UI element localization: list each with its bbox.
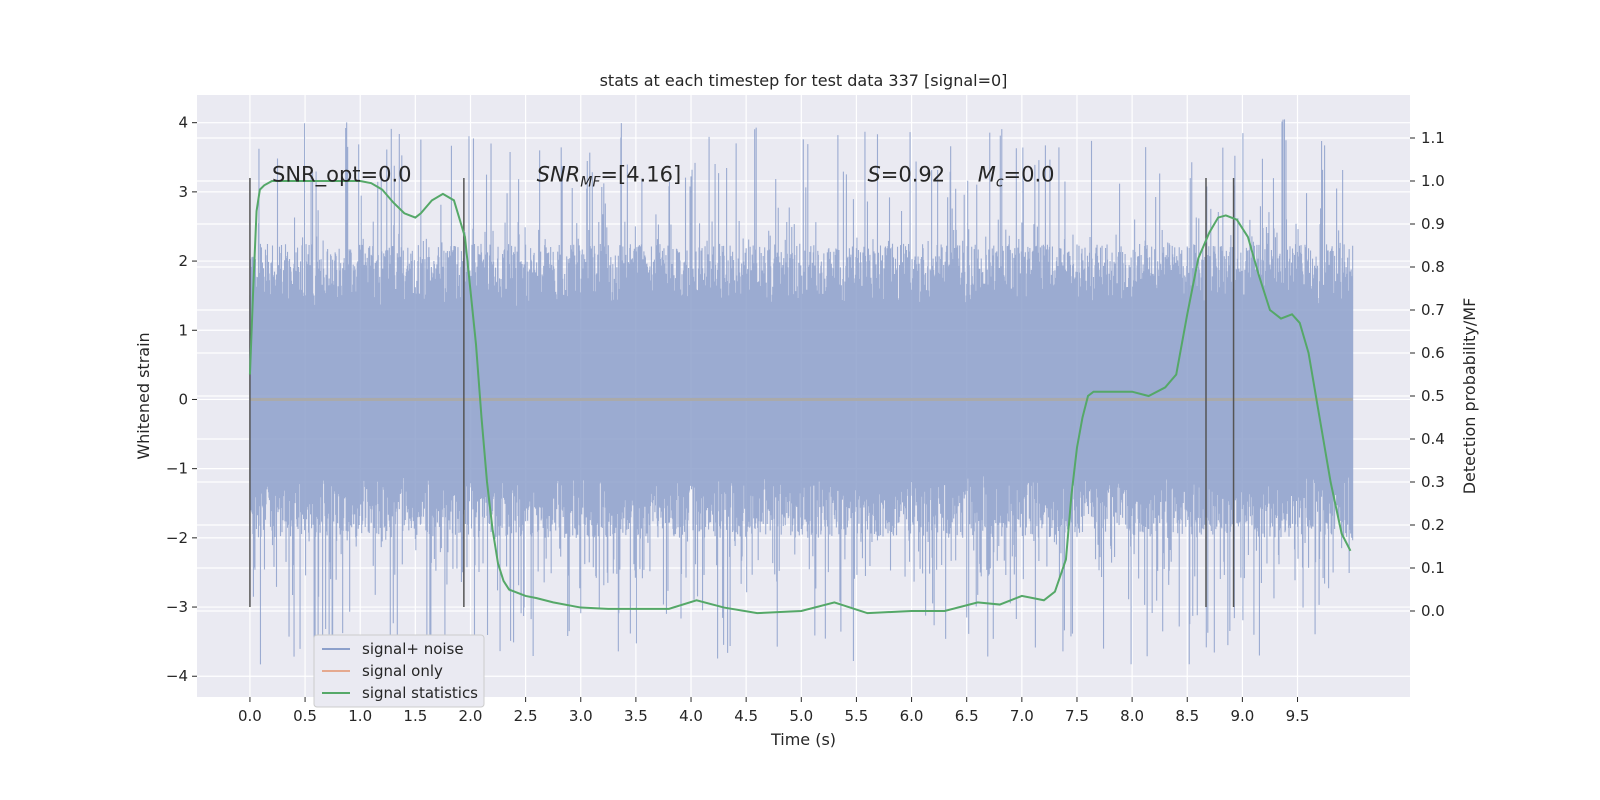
- legend-entry-signal-only: signal only: [362, 662, 443, 680]
- legend: signal+ noise signal only signal statist…: [313, 634, 485, 708]
- vertical-markers: [249, 178, 1235, 608]
- x-tick-label: 8.0: [1120, 707, 1144, 725]
- x-tick-label: 5.5: [845, 707, 869, 725]
- x-tick-label: 1.5: [403, 707, 427, 725]
- y-tick-label: −3: [166, 598, 188, 616]
- x-tick-label: 2.5: [514, 707, 538, 725]
- x-tick-label: 6.5: [955, 707, 979, 725]
- x-tick-label: 9.0: [1230, 707, 1254, 725]
- y-tick-label: −2: [166, 529, 188, 547]
- y2-tick-label: 0.4: [1421, 430, 1445, 448]
- y2-tick-label: 0.2: [1421, 516, 1445, 534]
- x-tick-label: 7.0: [1010, 707, 1034, 725]
- annotation-3: Mc=0.0: [978, 162, 1055, 190]
- legend-box: [313, 634, 485, 708]
- series-signal-statistics: [248, 180, 1352, 615]
- legend-entry-signal-statistics: signal statistics: [362, 684, 478, 702]
- y-tick-label: 4: [178, 114, 188, 132]
- y-tick-label: 0: [178, 390, 188, 408]
- x-tick-label: 7.5: [1065, 707, 1089, 725]
- y2-tick-label: 0.1: [1421, 559, 1445, 577]
- y2-tick-label: 0.9: [1421, 215, 1445, 233]
- y2-axis-label: Detection probability/MF: [1460, 298, 1479, 495]
- x-tick-label: 9.5: [1286, 707, 1310, 725]
- y-tick-label: 3: [178, 183, 188, 201]
- annotation-0: SNR_opt=0.0: [272, 162, 412, 187]
- y-axis-ticks: −4 −3 −2 −1 0 1 2 3 4: [166, 114, 197, 685]
- x-tick-label: 1.0: [348, 707, 372, 725]
- x-axis-label: Time (s): [770, 730, 836, 749]
- annotation-2: S=0.92: [867, 162, 945, 186]
- x-tick-label: 4.0: [679, 707, 703, 725]
- x-tick-label: 2.0: [459, 707, 483, 725]
- y-axis-label: Whitened strain: [134, 332, 153, 459]
- y2-tick-label: 1.1: [1421, 129, 1445, 147]
- y2-tick-label: 0.0: [1421, 602, 1445, 620]
- x-tick-label: 5.0: [789, 707, 813, 725]
- x-tick-label: 4.5: [734, 707, 758, 725]
- x-tick-label: 3.0: [569, 707, 593, 725]
- y2-tick-label: 0.5: [1421, 387, 1445, 405]
- y2-tick-label: 1.0: [1421, 172, 1445, 190]
- annotations: SNR_opt=0.0 SNRMF=[4.16] S=0.92 Mc=0.0: [272, 162, 1055, 190]
- legend-entry-signal-noise: signal+ noise: [362, 640, 464, 658]
- chart-title: stats at each timestep for test data 337…: [600, 71, 1008, 90]
- annotation-1: SNRMF=[4.16]: [537, 162, 682, 190]
- y2-axis-ticks: 0.0 0.1 0.2 0.3 0.4 0.5 0.6 0.7 0.8 0.9 1.0 1.1: [1410, 129, 1445, 620]
- y-tick-label: −4: [166, 667, 188, 685]
- x-tick-label: 0.5: [293, 707, 317, 725]
- x-tick-label: 3.5: [624, 707, 648, 725]
- y2-tick-label: 0.6: [1421, 344, 1445, 362]
- y-tick-label: 2: [178, 252, 188, 270]
- x-tick-label: 0.0: [238, 707, 262, 725]
- x-tick-label: 8.5: [1175, 707, 1199, 725]
- signal-statistics-line: [248, 180, 1352, 615]
- y2-tick-label: 0.7: [1421, 301, 1445, 319]
- x-axis-ticks: 0.0 0.5 1.0 1.5 2.0 2.5 3.0 3.5 4.0 4.5 5.0 5.5 6.0 6…: [238, 697, 1309, 725]
- y2-tick-label: 0.3: [1421, 473, 1445, 491]
- x-tick-label: 6.0: [900, 707, 924, 725]
- y-tick-label: 1: [178, 321, 188, 339]
- y-tick-label: −1: [166, 460, 188, 478]
- y2-tick-label: 0.8: [1421, 258, 1445, 276]
